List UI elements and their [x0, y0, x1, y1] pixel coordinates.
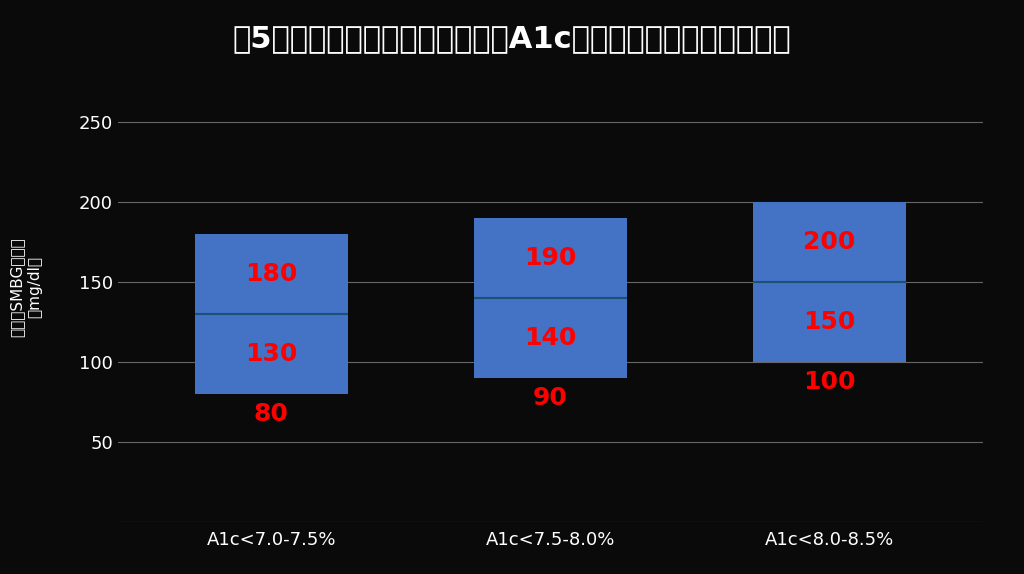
Text: 朝食前SMBG目標値
（mg/dl）: 朝食前SMBG目標値 （mg/dl）	[9, 237, 42, 337]
Text: 190: 190	[524, 246, 577, 270]
Text: 180: 180	[245, 262, 297, 286]
Bar	[474, 218, 627, 378]
Bar	[195, 234, 348, 394]
Text: 150: 150	[804, 310, 856, 334]
Text: 80: 80	[254, 402, 289, 426]
Text: 140: 140	[524, 326, 577, 350]
Text: 130: 130	[245, 342, 297, 366]
Bar	[753, 202, 906, 362]
Text: 図5：基礎インスリン導入：目標A1c値に応じた空腹時血糖管理: 図5：基礎インスリン導入：目標A1c値に応じた空腹時血糖管理	[232, 24, 792, 53]
Text: 90: 90	[532, 386, 568, 410]
Text: 100: 100	[803, 370, 856, 394]
Text: 200: 200	[804, 230, 856, 254]
